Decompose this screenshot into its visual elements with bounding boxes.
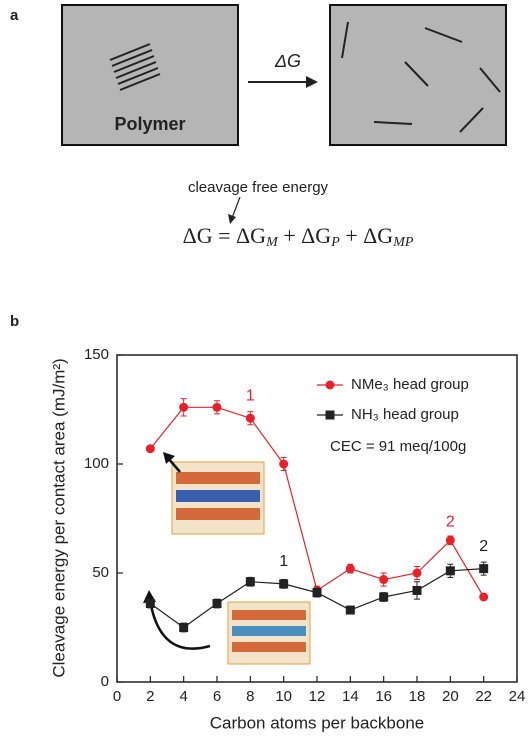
marker <box>145 599 155 609</box>
marker <box>212 599 222 609</box>
marker <box>345 605 355 615</box>
arrow-label: ΔG <box>274 51 301 71</box>
annotation: 2 <box>479 538 488 555</box>
legend-label: NMe₃ head group <box>351 376 469 393</box>
x-tick-label: 18 <box>409 688 426 705</box>
x-tick-label: 12 <box>309 688 326 705</box>
marker <box>312 588 322 598</box>
y-axis-label: Cleavage energy per contact area (mJ/m²) <box>49 358 68 677</box>
annotation: 1 <box>246 387 255 404</box>
x-tick-label: 6 <box>213 688 221 705</box>
x-tick-label: 8 <box>246 688 254 705</box>
marker <box>279 459 289 469</box>
x-tick-label: 14 <box>342 688 359 705</box>
x-axis-label: Carbon atoms per backbone <box>210 713 425 732</box>
marker <box>145 444 155 454</box>
marker <box>412 568 422 578</box>
pointer-head <box>163 452 175 464</box>
x-tick-label: 16 <box>375 688 392 705</box>
marker <box>212 402 222 412</box>
separated-layers <box>341 21 501 133</box>
x-tick-label: 24 <box>509 688 526 705</box>
legend-label: NH₃ head group <box>351 406 459 423</box>
arrow-head <box>306 76 318 88</box>
pointer <box>231 196 241 219</box>
x-tick-label: 22 <box>475 688 492 705</box>
marker <box>445 535 455 545</box>
marker <box>479 592 489 602</box>
x-tick-label: 2 <box>146 688 154 705</box>
annotation: CEC = 91 meq/100g <box>330 438 466 455</box>
y-tick-label: 50 <box>92 564 109 581</box>
marker <box>279 579 289 589</box>
annotation: 1 <box>279 553 288 570</box>
eq-part: + ΔG <box>340 223 394 248</box>
pointer <box>148 599 211 650</box>
panel-label: b <box>10 313 19 330</box>
eq-part: + ΔG <box>278 223 332 248</box>
pointer-head <box>228 214 236 224</box>
eq-part: ΔG = ΔG <box>183 223 267 248</box>
marker <box>179 623 189 632</box>
eq-sub: MP <box>392 235 414 250</box>
x-tick-label: 10 <box>275 688 292 705</box>
stacked-layers <box>109 43 161 91</box>
x-tick-label: 0 <box>113 688 121 705</box>
marker <box>445 566 455 576</box>
marker <box>345 564 355 574</box>
inset-structure <box>171 461 311 665</box>
polymer-box <box>61 4 239 146</box>
marker <box>179 402 189 412</box>
marker <box>245 413 255 423</box>
legend-marker <box>325 380 335 390</box>
annotation: cleavage free energy <box>188 179 329 196</box>
marker <box>379 575 389 585</box>
box-label: Polymer <box>114 114 185 134</box>
marker <box>245 577 255 587</box>
marker <box>412 585 422 595</box>
x-tick-label: 4 <box>179 688 187 705</box>
y-tick-label: 100 <box>84 455 109 472</box>
marker <box>379 592 389 602</box>
x-tick-label: 20 <box>442 688 459 705</box>
equation: ΔG = ΔGM + ΔGP + ΔGMP <box>183 223 414 250</box>
eq-sub: M <box>265 235 279 250</box>
legend-marker <box>325 410 335 420</box>
series-line <box>149 568 484 629</box>
panel-label: a <box>10 7 19 24</box>
annotation: 2 <box>446 514 455 531</box>
eq-sub: P <box>330 235 340 250</box>
marker <box>479 564 489 574</box>
y-tick-label: 150 <box>84 346 109 363</box>
y-tick-label: 0 <box>101 673 109 690</box>
